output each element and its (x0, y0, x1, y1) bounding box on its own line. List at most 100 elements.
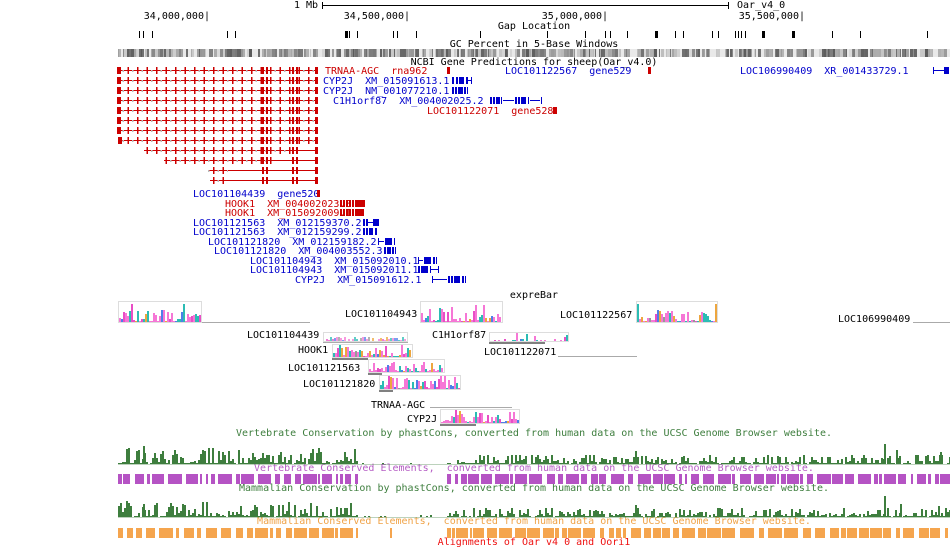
mam-elem-block (184, 528, 194, 538)
vert-cons-bar (915, 455, 917, 464)
mam-cons-bar (749, 516, 751, 517)
exprebar-item-label[interactable]: CYP2J (407, 414, 438, 425)
vert-cons-bar (687, 458, 689, 464)
gene-exon-tick (541, 97, 542, 104)
exprebar-item-label[interactable]: LOC101122071 (484, 347, 557, 358)
gene-label[interactable]: LOC101121820 XM_012159182.2 (208, 237, 377, 248)
gc-bar (835, 49, 838, 57)
gene-exon-tick (448, 276, 450, 283)
exprebar-item-label[interactable]: LOC101121820 (303, 379, 376, 390)
gc-bar (748, 49, 751, 57)
vert-cons-bar (202, 450, 204, 464)
mam-cons-bar (154, 505, 156, 517)
gene-transcript-row[interactable] (210, 177, 318, 184)
gene-exon-tick (346, 200, 348, 207)
vert-elem-block (495, 474, 509, 484)
gene-exon-tick (433, 257, 435, 264)
mam-cons-bar (180, 511, 182, 517)
mam-elem-block (830, 528, 839, 538)
gene-label[interactable]: HOOK1 XM_004002023.3 (225, 199, 352, 210)
gene-label[interactable]: TRNAA-AGC rna962 (325, 66, 428, 77)
gc-bar (430, 49, 432, 57)
gene-label[interactable]: CYP2J XM_015091613.1 (323, 76, 450, 87)
gene-label[interactable]: HOOK1 XM_015092009.1 (225, 208, 352, 219)
mam-cons-bar (885, 516, 887, 517)
gc-bar (870, 49, 872, 57)
gene-transcript-row[interactable] (118, 127, 318, 134)
gene-label[interactable]: CYP2J NM_001077210.1 (323, 86, 450, 97)
gene-label[interactable]: LOC101104943 XM_015092011.1 (250, 265, 419, 276)
gc-bar (535, 49, 538, 57)
gene-label[interactable]: LOC101104439 gene520 (193, 189, 320, 200)
exprebar-item-label[interactable]: LOC101104439 (247, 330, 320, 341)
gc-bar (586, 49, 587, 57)
gene-transcript-row[interactable] (118, 97, 318, 104)
exprebar-bar (352, 339, 354, 341)
vert-cons-bar (869, 463, 871, 464)
gene-transcript-row[interactable] (119, 137, 318, 144)
gene-label[interactable]: LOC101121820 XM_004003552.3 (214, 246, 383, 257)
gene-transcript-row[interactable] (164, 157, 318, 164)
gc-bar (354, 49, 355, 57)
exprebar-item-label[interactable]: HOOK1 (298, 345, 329, 356)
gene-label[interactable]: LOC101104943 XM_015092010.1 (250, 256, 419, 267)
exprebar-item-label[interactable]: LOC101104943 (345, 309, 418, 320)
mam-cons-bar (242, 515, 244, 517)
vert-cons-bar (168, 460, 170, 464)
gene-label[interactable]: C1H1orf87 XM_004002025.2 (333, 96, 484, 107)
exprebar-item-label[interactable]: TRNAA-AGC (371, 400, 426, 411)
mam-cons-bar (130, 506, 132, 517)
vert-elem-block (898, 474, 906, 484)
gene-transcript-row[interactable] (118, 107, 318, 114)
gene-exon-tick (515, 97, 517, 104)
gene-label[interactable]: CYP2J XM_015091612.1 (295, 275, 422, 286)
exprebar-item-label[interactable]: LOC101122567 (560, 310, 633, 321)
gc-bar (176, 49, 179, 57)
mam-cons-bar (214, 516, 216, 517)
vert-cons-bar (935, 461, 937, 464)
gene-label[interactable]: LOC101121563 XM_012159370.2 (193, 218, 362, 229)
gene-start-cap (117, 117, 121, 124)
exprebar-item-label[interactable]: LOC106990409 (838, 314, 911, 325)
vert-elem-block (591, 474, 598, 484)
gene-label[interactable]: LOC101122567 gene529 (505, 66, 632, 77)
gene-transcript-row[interactable] (144, 147, 318, 154)
gene-label[interactable]: LOC106990409 XR_001433729.1 (740, 66, 909, 77)
exprebar-item-label[interactable]: LOC101121563 (288, 363, 361, 374)
gc-bar (336, 49, 337, 57)
gene-start-cap (117, 97, 121, 104)
gene-exon-tick (418, 266, 420, 273)
gene-transcript-row[interactable] (118, 87, 318, 94)
gene-transcript-row[interactable] (118, 77, 318, 84)
gene-transcript-row[interactable] (118, 67, 318, 74)
mam-cons-bar (168, 507, 170, 517)
gc-bar (858, 49, 861, 57)
exprebar-bar (371, 355, 373, 357)
exprebar-chart-box[interactable] (489, 332, 569, 342)
mam-cons-bar (669, 514, 671, 517)
gene-exon-block (296, 157, 298, 164)
gene-label[interactable]: LOC101122071 gene528 (427, 106, 554, 117)
gene-transcript-row[interactable] (118, 117, 318, 124)
exprebar-bar (467, 422, 469, 423)
gc-bar (627, 49, 630, 57)
exprebar-bar (451, 307, 453, 322)
gene-label[interactable]: LOC101121563 XM_012159299.2 (193, 227, 362, 238)
exprebar-bar (335, 353, 337, 357)
vertebrate-elements-title: Vertebrate Conserved Elements, converted… (254, 463, 814, 474)
vert-elem-block (566, 474, 579, 484)
gc-bar (667, 49, 670, 57)
gc-bar (906, 49, 909, 57)
exprebar-bar (410, 388, 412, 389)
mam-cons-bar (473, 508, 475, 517)
vert-cons-bar (559, 463, 561, 464)
gc-bar (873, 49, 876, 57)
exprebar-bar (449, 421, 451, 423)
exprebar-item-label[interactable]: C1H1orf87 (432, 330, 487, 341)
